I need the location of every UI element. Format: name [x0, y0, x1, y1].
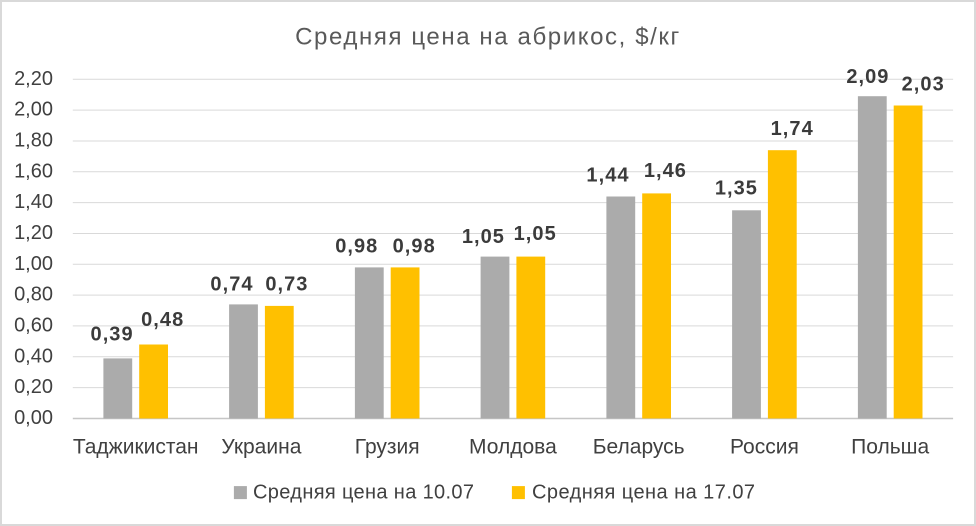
svg-text:Средняя цена на 10.07: Средняя цена на 10.07	[253, 482, 474, 504]
svg-text:0,73: 0,73	[265, 273, 308, 295]
svg-text:0,60: 0,60	[14, 315, 53, 337]
svg-text:1,46: 1,46	[644, 160, 687, 182]
svg-text:0,80: 0,80	[14, 284, 53, 306]
svg-text:1,80: 1,80	[14, 130, 53, 152]
svg-text:Украина: Украина	[221, 436, 301, 459]
svg-text:2,20: 2,20	[14, 68, 53, 90]
svg-text:1,05: 1,05	[462, 226, 505, 248]
svg-text:1,44: 1,44	[586, 165, 629, 187]
svg-text:Беларусь: Беларусь	[593, 436, 685, 459]
svg-text:Таджикистан: Таджикистан	[73, 436, 199, 459]
svg-text:1,74: 1,74	[771, 118, 814, 140]
svg-text:Средняя цена на абрикос, $/кг: Средняя цена на абрикос, $/кг	[295, 23, 681, 50]
svg-text:0,98: 0,98	[393, 236, 436, 258]
svg-text:1,35: 1,35	[715, 177, 758, 199]
svg-text:1,05: 1,05	[514, 223, 557, 245]
svg-text:1,40: 1,40	[14, 191, 53, 213]
svg-text:0,00: 0,00	[14, 407, 53, 429]
svg-text:Молдова: Молдова	[469, 436, 557, 459]
svg-text:0,98: 0,98	[335, 236, 378, 258]
svg-text:1,20: 1,20	[14, 222, 53, 244]
svg-text:Польша: Польша	[851, 436, 929, 459]
svg-text:0,48: 0,48	[141, 309, 184, 331]
svg-text:Средняя цена на 17.07: Средняя цена на 17.07	[532, 482, 755, 504]
svg-text:1,60: 1,60	[14, 160, 53, 182]
svg-text:2,03: 2,03	[902, 73, 945, 95]
svg-text:2,09: 2,09	[846, 66, 889, 88]
svg-text:Россия: Россия	[730, 436, 799, 459]
svg-text:0,39: 0,39	[91, 324, 134, 346]
svg-text:2,00: 2,00	[14, 99, 53, 121]
svg-text:0,74: 0,74	[210, 273, 253, 295]
svg-text:0,20: 0,20	[14, 376, 53, 398]
svg-text:0,40: 0,40	[14, 345, 53, 367]
svg-text:Грузия: Грузия	[355, 436, 420, 459]
svg-text:1,00: 1,00	[14, 253, 53, 275]
